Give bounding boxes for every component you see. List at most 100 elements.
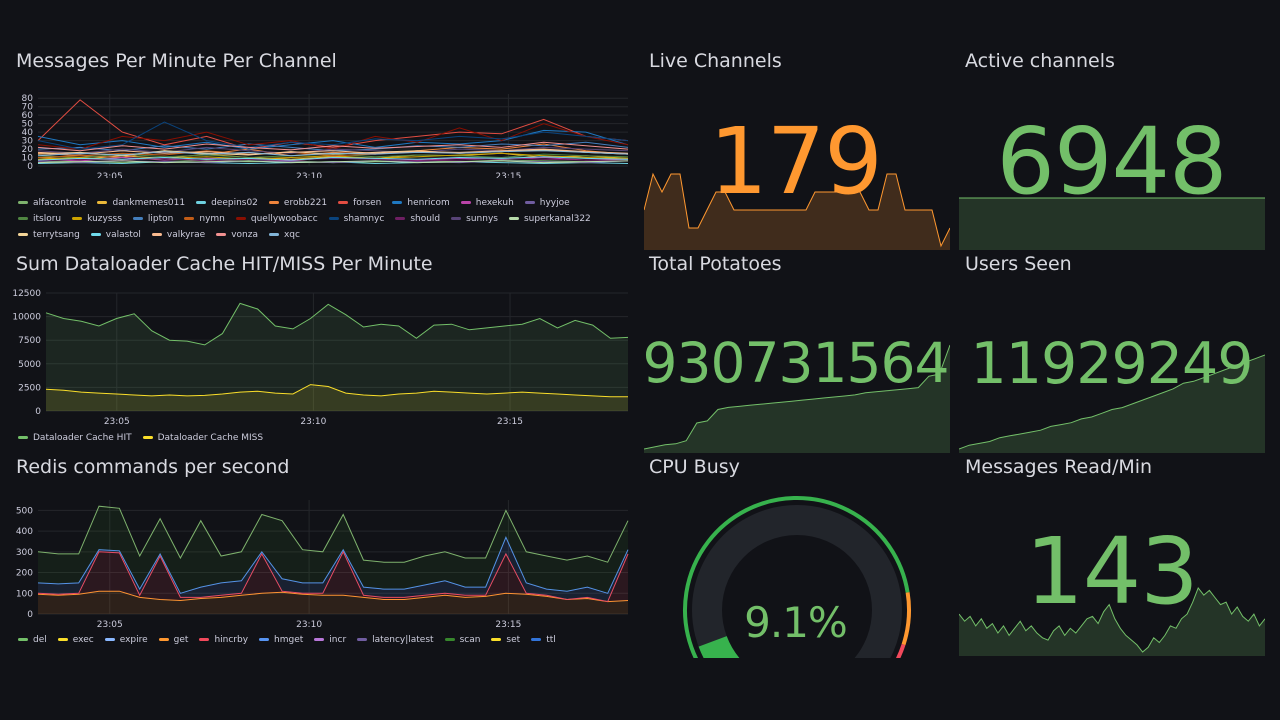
legend-item[interactable]: scan bbox=[444, 632, 480, 648]
legend-swatch bbox=[57, 638, 68, 641]
legend-item[interactable]: incr bbox=[314, 632, 346, 648]
gauge-fill bbox=[698, 635, 740, 658]
legend-item[interactable]: valastol bbox=[90, 227, 141, 243]
legend-swatch bbox=[338, 201, 349, 204]
series-line-should[interactable] bbox=[37, 157, 629, 162]
legend-swatch bbox=[196, 201, 207, 204]
legend-swatch bbox=[508, 217, 519, 220]
legend-label: alfacontrole bbox=[33, 198, 87, 208]
legend-item[interactable]: itsloru bbox=[18, 211, 61, 227]
legend-item[interactable]: set bbox=[491, 632, 520, 648]
legend-label: dankmemes011 bbox=[112, 198, 186, 208]
sparkline-line bbox=[959, 587, 1265, 653]
series-line-shamnyc[interactable] bbox=[37, 121, 629, 150]
legend-item[interactable]: lipton bbox=[132, 211, 174, 227]
series-line-hmget[interactable] bbox=[37, 536, 629, 594]
legend-item[interactable]: xqc bbox=[268, 227, 300, 243]
series-line-Dataloader Cache HIT[interactable] bbox=[45, 302, 629, 346]
x-tick-label: 23:05 bbox=[97, 620, 123, 630]
legend-item[interactable]: Dataloader Cache HIT bbox=[18, 430, 132, 446]
legend-item[interactable]: kuzysss bbox=[72, 211, 122, 227]
series-line-valastol[interactable] bbox=[37, 156, 629, 161]
legend-swatch bbox=[97, 201, 108, 204]
legend-swatch bbox=[18, 201, 28, 204]
panel-title: Live Channels bbox=[649, 50, 782, 72]
gauge-value: 9.1% bbox=[744, 598, 848, 647]
legend-label: latency|latest bbox=[372, 635, 434, 645]
legend-item[interactable]: shamnyc bbox=[328, 211, 384, 227]
series-area-Dataloader Cache MISS bbox=[46, 384, 628, 411]
x-tick-label: 23:15 bbox=[495, 620, 521, 630]
legend-item[interactable]: forsen bbox=[338, 195, 381, 211]
legend-item[interactable]: vonza bbox=[216, 227, 258, 243]
sparkline bbox=[959, 354, 1265, 453]
series-line-hincrby[interactable] bbox=[37, 550, 629, 603]
legend-item[interactable]: Dataloader Cache MISS bbox=[142, 430, 264, 446]
legend-item[interactable]: valkyrae bbox=[151, 227, 206, 243]
legend-item[interactable]: del bbox=[18, 632, 47, 648]
y-tick-label: 0 bbox=[27, 610, 33, 620]
legend-item[interactable]: superkanal322 bbox=[508, 211, 591, 227]
series-line-superkanal322[interactable] bbox=[37, 160, 629, 164]
legend-item[interactable]: hexekuh bbox=[460, 195, 514, 211]
legend-item[interactable]: should bbox=[395, 211, 440, 227]
legend-item[interactable]: latency|latest bbox=[357, 632, 434, 648]
series-line-vonza[interactable] bbox=[37, 141, 629, 152]
legend-item[interactable]: expire bbox=[104, 632, 148, 648]
series-line-Dataloader Cache MISS[interactable] bbox=[45, 384, 628, 398]
legend-label: hexekuh bbox=[475, 198, 514, 208]
legend-item[interactable]: hincrby bbox=[199, 632, 248, 648]
legend-item[interactable]: deepins02 bbox=[196, 195, 258, 211]
y-tick-label: 7500 bbox=[18, 336, 41, 346]
y-tick-label: 10000 bbox=[12, 313, 41, 323]
legend-label: valkyrae bbox=[166, 230, 206, 240]
legend-label: should bbox=[410, 214, 441, 224]
series-line-get[interactable] bbox=[37, 590, 629, 603]
legend-label: quellywoobacc bbox=[250, 214, 318, 224]
cache-chart[interactable]: 0 2500 5000 7500 10000 12500 23:05 23:10 23:15 bbox=[8, 285, 630, 431]
legend-label: vonza bbox=[231, 230, 258, 240]
legend-item[interactable]: terrytsang bbox=[18, 227, 80, 243]
series-line-scan[interactable] bbox=[37, 505, 629, 563]
sparkline bbox=[959, 587, 1265, 656]
legend-swatch bbox=[395, 217, 406, 220]
y-tick-label: 300 bbox=[16, 548, 33, 558]
legend-label: forsen bbox=[353, 198, 382, 208]
series-line-henricom[interactable] bbox=[37, 129, 629, 150]
messages-panel: Messages Per Minute Per Channel 0 10 20 30 4… bbox=[8, 50, 630, 245]
legend-swatch bbox=[328, 217, 339, 220]
legend-item[interactable]: nymn bbox=[184, 211, 225, 227]
legend-item[interactable]: get bbox=[158, 632, 188, 648]
legend-label: superkanal322 bbox=[523, 214, 591, 224]
legend-item[interactable]: exec bbox=[57, 632, 94, 648]
legend-swatch bbox=[491, 638, 502, 641]
series-line-dankmemes011[interactable] bbox=[37, 152, 629, 160]
sparkline-line bbox=[959, 354, 1265, 450]
legend-swatch bbox=[259, 638, 270, 641]
series-line-sunnys[interactable] bbox=[37, 146, 629, 154]
legend-label: lipton bbox=[147, 214, 174, 224]
legend-item[interactable]: henricom bbox=[392, 195, 450, 211]
series-line-valkyrae[interactable] bbox=[37, 148, 629, 155]
sparkline-line bbox=[644, 344, 950, 450]
legend-item[interactable]: erobb221 bbox=[268, 195, 327, 211]
legend-label: ttl bbox=[546, 635, 556, 645]
legend-item[interactable]: dankmemes011 bbox=[97, 195, 185, 211]
y-tick-label: 12500 bbox=[12, 289, 41, 299]
stat-value: 143 bbox=[1025, 518, 1199, 625]
legend-item[interactable]: sunnys bbox=[451, 211, 498, 227]
legend-item[interactable]: hyyjoe bbox=[524, 195, 570, 211]
legend-item[interactable]: quellywoobacc bbox=[235, 211, 318, 227]
legend-item[interactable]: alfacontrole bbox=[18, 195, 86, 211]
legend-item[interactable]: ttl bbox=[531, 632, 556, 648]
legend-label: Dataloader Cache MISS bbox=[157, 433, 264, 443]
redis-chart[interactable]: 0 100 200 300 400 500 23:05 23:10 23:15 bbox=[8, 492, 630, 634]
legend-label: terrytsang bbox=[33, 230, 80, 240]
legend-label: valastol bbox=[105, 230, 141, 240]
series-line-xqc[interactable] bbox=[37, 150, 629, 157]
legend-item[interactable]: hmget bbox=[259, 632, 303, 648]
legend-swatch bbox=[199, 638, 210, 641]
series-line-forsen[interactable] bbox=[37, 99, 629, 150]
legend-label: xqc bbox=[283, 230, 300, 240]
